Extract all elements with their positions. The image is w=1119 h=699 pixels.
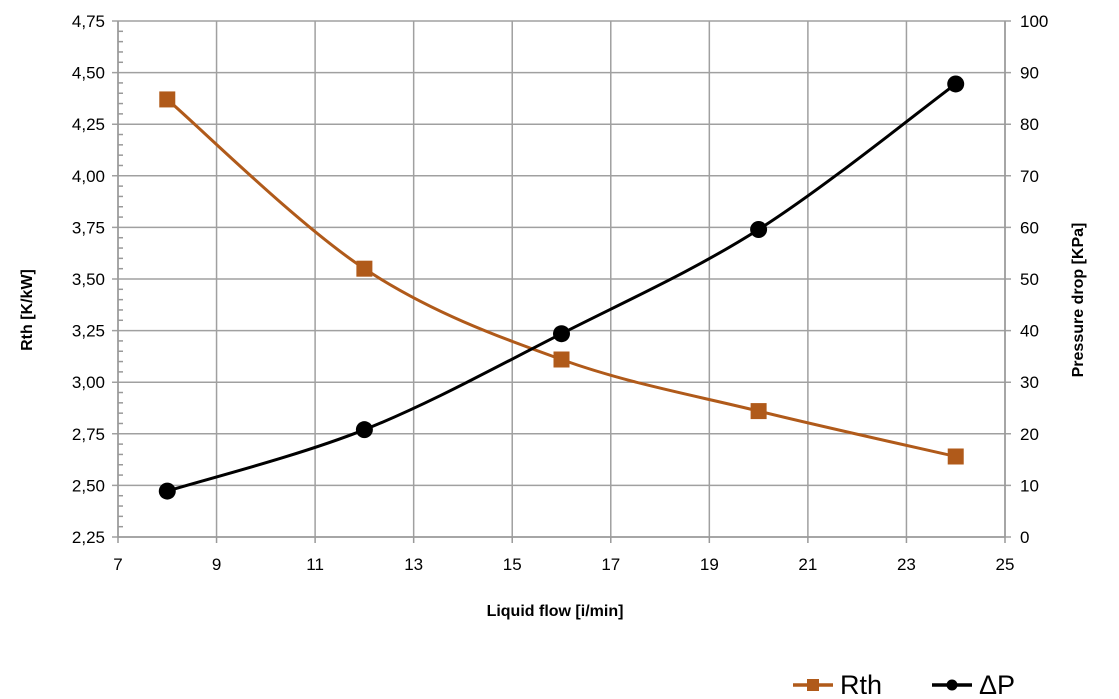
legend-label-pressure-drop: ΔP <box>979 670 1015 694</box>
data-point-pressure-drop <box>158 482 176 500</box>
data-point-pressure-drop <box>750 220 768 238</box>
y-tick-label: 3,50 <box>72 270 105 289</box>
y-tick-label: 2,75 <box>72 425 105 444</box>
y-tick-label: 2,50 <box>72 476 105 495</box>
x-tick-label: 7 <box>113 555 122 574</box>
data-point-pressure-drop <box>947 75 965 93</box>
y2-tick-label: 0 <box>1020 528 1029 547</box>
y-tick-label: 3,25 <box>72 322 105 341</box>
y2-tick-label: 40 <box>1020 322 1039 341</box>
y2-tick-label: 70 <box>1020 167 1039 186</box>
series-line-rth <box>166 98 957 458</box>
y-tick-label: 4,75 <box>72 12 105 31</box>
grid <box>112 20 1011 538</box>
y-tick-label: 3,75 <box>72 218 105 237</box>
y-tick-label: 4,00 <box>72 167 105 186</box>
series <box>158 75 965 500</box>
y-tick-label: 3,00 <box>72 373 105 392</box>
y2-tick-label: 80 <box>1020 115 1039 134</box>
data-point-pressure-drop <box>553 325 570 343</box>
x-tick-label: 21 <box>798 555 817 574</box>
data-point-rth <box>159 91 176 108</box>
y2-tick-label: 100 <box>1020 12 1048 31</box>
x-tick-label: 25 <box>996 555 1015 574</box>
y-tick-label: 2,25 <box>72 528 105 547</box>
axes: 7 9 11 13 15 17 19 21 23 25 2,25 0 2,50 10 2,75 20 3,00 3… <box>72 12 1048 574</box>
legend-label-rth: Rth <box>840 670 882 694</box>
y-axis-label: Rth [K/kW] <box>19 269 36 351</box>
legend-marker-pressure-drop <box>946 679 958 691</box>
x-tick-label: 13 <box>404 555 423 574</box>
y2-tick-label: 90 <box>1020 64 1039 83</box>
x-tick-label: 9 <box>212 555 221 574</box>
y2-tick-label: 10 <box>1020 476 1039 495</box>
data-point-rth <box>553 351 570 368</box>
x-axis-label: Liquid flow [i/min] <box>487 603 624 620</box>
y2-tick-label: 60 <box>1020 218 1039 237</box>
data-point-rth <box>356 260 373 277</box>
x-tick-label: 17 <box>601 555 620 574</box>
x-tick-label: 23 <box>897 555 916 574</box>
y-tick-label: 4,50 <box>72 64 105 83</box>
data-point-rth <box>947 448 964 465</box>
y2-tick-label: 30 <box>1020 373 1039 392</box>
y2-axis-label: Pressure drop [KPa] <box>1070 223 1087 378</box>
y2-tick-label: 20 <box>1020 425 1039 444</box>
x-tick-label: 11 <box>306 555 324 574</box>
data-point-rth <box>750 403 767 420</box>
x-tick-label: 15 <box>503 555 522 574</box>
x-tick-label: 19 <box>700 555 719 574</box>
legend: Rth ΔP <box>793 670 1015 699</box>
legend-marker-rth <box>807 679 819 691</box>
y-tick-label: 4,25 <box>72 115 105 134</box>
y2-tick-label: 50 <box>1020 270 1039 289</box>
data-point-pressure-drop <box>355 421 373 439</box>
